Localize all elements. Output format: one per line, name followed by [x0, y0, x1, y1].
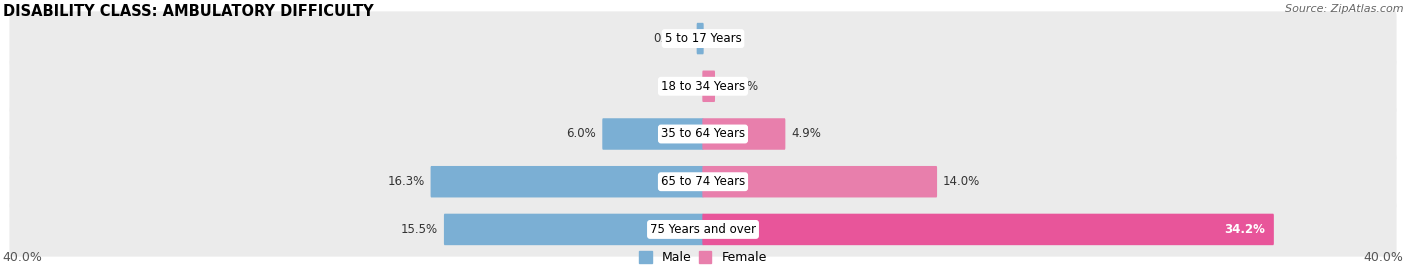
FancyBboxPatch shape	[703, 166, 936, 198]
Text: 35 to 64 Years: 35 to 64 Years	[661, 128, 745, 140]
FancyBboxPatch shape	[703, 118, 786, 150]
Text: 0.0%: 0.0%	[710, 32, 740, 45]
Text: 5 to 17 Years: 5 to 17 Years	[665, 32, 741, 45]
FancyBboxPatch shape	[602, 118, 703, 150]
Text: 18 to 34 Years: 18 to 34 Years	[661, 80, 745, 93]
FancyBboxPatch shape	[703, 70, 716, 102]
Text: 14.0%: 14.0%	[943, 175, 980, 188]
Text: 15.5%: 15.5%	[401, 223, 437, 236]
Text: 34.2%: 34.2%	[1225, 223, 1265, 236]
Text: 6.0%: 6.0%	[567, 128, 596, 140]
FancyBboxPatch shape	[10, 11, 1396, 66]
FancyBboxPatch shape	[430, 166, 703, 198]
Text: 4.9%: 4.9%	[792, 128, 821, 140]
FancyBboxPatch shape	[10, 59, 1396, 113]
FancyBboxPatch shape	[696, 23, 703, 54]
Text: 0.34%: 0.34%	[654, 32, 690, 45]
Text: 40.0%: 40.0%	[3, 251, 42, 264]
Text: DISABILITY CLASS: AMBULATORY DIFFICULTY: DISABILITY CLASS: AMBULATORY DIFFICULTY	[3, 4, 374, 19]
Text: 0.0%: 0.0%	[666, 80, 696, 93]
FancyBboxPatch shape	[10, 155, 1396, 209]
Text: Source: ZipAtlas.com: Source: ZipAtlas.com	[1285, 4, 1403, 14]
FancyBboxPatch shape	[703, 214, 1274, 245]
Text: 75 Years and over: 75 Years and over	[650, 223, 756, 236]
FancyBboxPatch shape	[444, 214, 703, 245]
Text: 0.68%: 0.68%	[721, 80, 758, 93]
Text: 65 to 74 Years: 65 to 74 Years	[661, 175, 745, 188]
Text: 40.0%: 40.0%	[1364, 251, 1403, 264]
FancyBboxPatch shape	[10, 107, 1396, 161]
Legend: Male, Female: Male, Female	[640, 251, 766, 264]
FancyBboxPatch shape	[10, 202, 1396, 257]
Text: 16.3%: 16.3%	[387, 175, 425, 188]
